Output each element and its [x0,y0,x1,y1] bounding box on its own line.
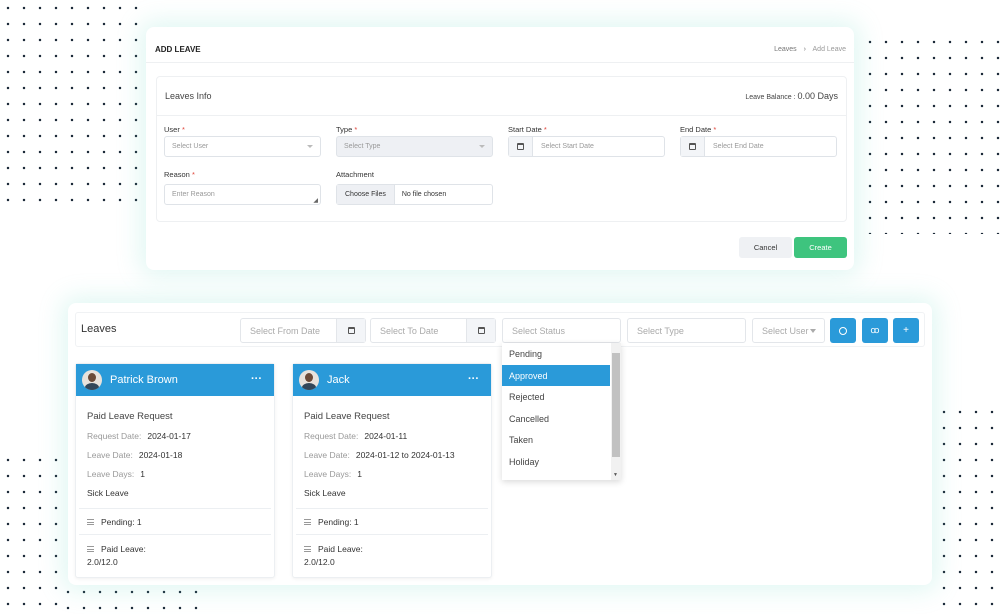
from-date-input[interactable]: Select From Date [240,318,366,343]
dot-pattern [936,404,1000,614]
calendar-icon [466,319,495,342]
pending-count: Pending: 1 [76,509,274,534]
paid-leave: Paid Leave: 2.0/12.0 [304,544,363,567]
dot-pattern [0,0,140,205]
user-select[interactable]: Select User [164,136,321,157]
circle-x-icon [839,326,847,335]
chevron-down-icon [307,145,313,148]
divider [146,62,854,63]
file-status: No file chosen [401,191,447,198]
breadcrumb-leaves[interactable]: Leaves [774,46,797,53]
calendar-icon [336,319,365,342]
leave-balance: Leave Balance : 0.00 Days [745,91,838,101]
attachment-label: Attachment [336,170,374,179]
more-icon[interactable]: ··· [251,373,262,385]
employee-name: Patrick Brown [110,374,178,386]
chevron-down-icon [479,145,485,148]
list-icon [304,518,311,525]
user-filter-select[interactable]: Select User [752,318,825,343]
avatar [299,370,319,390]
list-icon [304,546,311,552]
card-title: Paid Leave Request [304,411,390,422]
reason-label: Reason * [164,170,195,179]
type-select[interactable]: Select Type [336,136,493,157]
cancel-button[interactable]: Cancel [739,237,792,258]
request-date: Request Date: 2024-01-11 [304,430,408,441]
resize-handle-icon[interactable]: ◢ [313,198,318,204]
add-leave-button[interactable]: + [893,318,919,343]
divider [157,115,846,116]
section-title: Leaves Info [165,91,212,101]
leave-date: Leave Date: 2024-01-12 to 2024-01-13 [304,449,455,460]
calendar-icon [681,137,705,156]
list-icon [87,518,94,525]
breadcrumb: Leaves › Add Leave [774,46,846,53]
status-option-taken[interactable]: Taken [509,434,534,445]
card-header: Patrick Brown ··· [76,364,274,396]
leave-days: Leave Days: 1 [304,468,362,479]
status-option-approved[interactable]: Approved [502,365,610,386]
users-icon: ꝏ [870,325,880,335]
choose-files-button[interactable]: Choose Files [337,185,395,204]
breadcrumb-separator-icon: › [803,46,806,53]
card-title: Paid Leave Request [87,411,173,422]
request-date: Request Date: 2024-01-17 [87,430,191,441]
list-icon [87,546,94,552]
add-leave-panel: ADD LEAVE Leaves › Add Leave Leaves Info… [146,27,854,270]
start-date-input[interactable]: Select Start Date [508,136,665,157]
status-option-cancelled[interactable]: Cancelled [509,413,550,424]
type-label: Type * [336,125,358,134]
leaves-title: Leaves [81,323,117,335]
status-option-holiday[interactable]: Holiday [509,456,540,467]
leave-days: Leave Days: 1 [87,468,145,479]
dot-pattern [862,34,1000,234]
breadcrumb-current: Add Leave [812,46,846,53]
dot-pattern [60,584,210,614]
attachment-input[interactable]: Choose Files No file chosen [336,184,493,205]
leave-kind: Sick Leave [304,487,346,498]
reset-filter-button[interactable] [830,318,856,343]
end-date-label: End Date * [680,125,717,134]
page-title: ADD LEAVE [155,45,201,54]
more-icon[interactable]: ··· [468,373,479,385]
end-date-input[interactable]: Select End Date [680,136,837,157]
users-button[interactable]: ꝏ [862,318,888,343]
leave-card: Patrick Brown ··· Paid Leave Request Requ… [75,363,275,578]
leave-date: Leave Date: 2024-01-18 [87,449,183,460]
chevron-down-icon [809,328,816,333]
leave-card: Jack ··· Paid Leave Request Request Date:… [292,363,492,578]
status-select[interactable]: Select Status [502,318,621,343]
employee-name: Jack [327,374,350,386]
status-option-rejected[interactable]: Rejected [509,391,545,402]
reason-textarea[interactable]: Enter Reason ◢ [164,184,321,205]
avatar [82,370,102,390]
leaves-info-card: Leaves Info Leave Balance : 0.00 Days [156,76,847,222]
paid-leave: Paid Leave: 2.0/12.0 [87,544,146,567]
calendar-icon [509,137,533,156]
scroll-down-icon[interactable]: ▼ [613,472,618,478]
start-date-label: Start Date * [508,125,547,134]
create-button[interactable]: Create [794,237,847,258]
card-header: Jack ··· [293,364,491,396]
pending-count: Pending: 1 [293,509,491,534]
user-label: User * [164,125,185,134]
scrollbar[interactable]: ▼ [611,343,621,480]
to-date-input[interactable]: Select To Date [370,318,496,343]
type-filter-select[interactable]: Select Type [627,318,746,343]
status-option-pending[interactable]: Pending [509,348,543,359]
status-dropdown: Pending Approved Rejected Cancelled Take… [502,343,621,480]
leave-kind: Sick Leave [87,487,129,498]
dot-pattern [0,452,66,614]
